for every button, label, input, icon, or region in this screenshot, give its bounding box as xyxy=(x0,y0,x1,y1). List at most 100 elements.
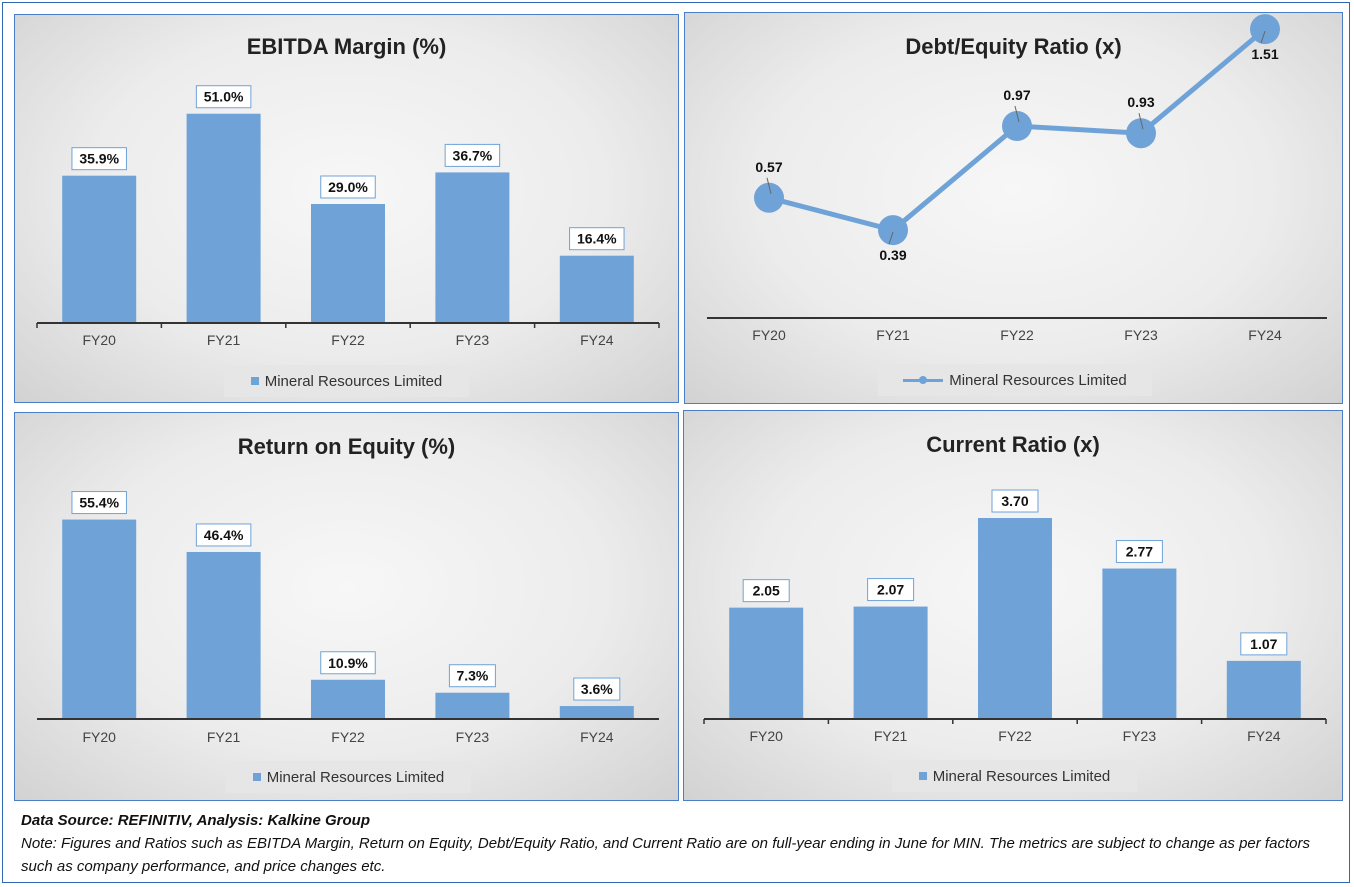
de-data-label-fy23: 0.93 xyxy=(1127,94,1154,110)
ebitda-bar-fy24 xyxy=(559,255,634,323)
footer: Data Source: REFINITIV, Analysis: Kalkin… xyxy=(21,809,1341,878)
de-data-label-fy24: 1.51 xyxy=(1251,46,1278,62)
bar-swatch-icon xyxy=(252,773,261,781)
cr-data-label-fy21: 2.07 xyxy=(877,582,904,598)
roe-bar-fy21 xyxy=(186,551,261,719)
de-leader-line-fy20 xyxy=(766,177,772,194)
ebitda-margin-legend-label: Mineral Resources Limited xyxy=(264,372,443,390)
cr-data-label-fy23: 2.77 xyxy=(1126,544,1153,560)
de-x-tick-fy21: FY21 xyxy=(876,327,910,343)
line-marker-swatch-icon xyxy=(903,375,944,385)
de-point-fy23 xyxy=(1126,118,1156,149)
roe-bar-fy22 xyxy=(311,679,385,719)
ebitda-data-label-fy20: 35.9% xyxy=(79,151,119,167)
ebitda-bar-fy21 xyxy=(186,113,261,323)
cr-bar-fy24 xyxy=(1226,660,1301,719)
ebitda-data-label-fy21: 51.0% xyxy=(204,89,244,105)
de-x-tick-fy20: FY20 xyxy=(752,327,786,343)
roe-data-label-fy20: 55.4% xyxy=(79,495,119,511)
ebitda-x-tick-fy22: FY22 xyxy=(331,332,365,348)
roe-x-tick-fy24: FY24 xyxy=(580,729,614,745)
cr-bar-fy23 xyxy=(1102,568,1177,719)
cr-x-tick-fy22: FY22 xyxy=(998,728,1032,744)
ebitda-margin-chart: 35.9% FY20 51.0% FY21 29.0% FY22 36.7% FY23 16.4… xyxy=(36,85,660,348)
debt-equity-chart: 0.57 FY20 0.39 FY21 0.97 FY22 0.93 FY23 1.51 FY24 xyxy=(707,14,1327,343)
cr-data-label-box-fy22 xyxy=(991,489,1039,513)
ebitda-data-label-fy23: 36.7% xyxy=(453,147,493,163)
ebitda-margin-panel: EBITDA Margin (%) 35.9% FY20 51.0% FY21 29.0… xyxy=(14,14,679,403)
de-point-fy20 xyxy=(754,182,784,213)
roe-data-label-box-fy22 xyxy=(320,651,376,675)
ebitda-data-label-box-fy22 xyxy=(320,175,376,199)
roe-data-label-box-fy24 xyxy=(573,677,621,701)
return-on-equity-panel: Return on Equity (%) 55.4% FY20 46.4% FY21 1… xyxy=(14,412,679,801)
cr-bar-fy22 xyxy=(978,518,1052,719)
ebitda-x-tick-fy23: FY23 xyxy=(456,332,490,348)
bar-swatch-icon xyxy=(250,377,259,385)
roe-x-tick-fy22: FY22 xyxy=(331,729,365,745)
ebitda-margin-title: EBITDA Margin (%) xyxy=(246,34,447,59)
de-x-tick-fy24: FY24 xyxy=(1248,327,1282,343)
de-leader-line-fy22 xyxy=(1014,105,1020,123)
de-x-tick-fy23: FY23 xyxy=(1124,327,1158,343)
de-point-fy21 xyxy=(878,215,908,246)
ebitda-margin-legend: Mineral Resources Limited xyxy=(224,365,469,397)
cr-x-tick-fy20: FY20 xyxy=(749,728,783,744)
roe-data-label-fy22: 10.9% xyxy=(328,655,368,671)
debt-equity-legend: Mineral Resources Limited xyxy=(878,364,1152,396)
de-data-label-fy21: 0.39 xyxy=(879,247,906,263)
current-ratio-chart: 2.05 FY20 2.07 FY21 3.70 FY22 2.77 FY23 1.07 FY24 xyxy=(703,489,1327,744)
roe-data-label-fy24: 3.6% xyxy=(581,681,613,697)
de-x-tick-fy22: FY22 xyxy=(1000,327,1034,343)
ebitda-data-label-box-fy20 xyxy=(71,147,127,171)
ebitda-bar-fy20 xyxy=(62,175,137,323)
ebitda-data-label-box-fy23 xyxy=(444,143,501,167)
de-leader-line-fy21 xyxy=(888,231,894,245)
de-leader-line-fy24 xyxy=(1260,30,1266,44)
roe-x-tick-fy20: FY20 xyxy=(82,729,116,745)
roe-data-label-fy23: 7.3% xyxy=(456,668,488,684)
ebitda-data-label-fy24: 16.4% xyxy=(577,231,617,247)
ebitda-data-label-box-fy21 xyxy=(195,85,252,109)
ebitda-x-tick-fy24: FY24 xyxy=(580,332,614,348)
cr-data-label-box-fy20 xyxy=(742,579,790,603)
roe-data-label-box-fy23 xyxy=(448,664,496,688)
cr-x-tick-fy24: FY24 xyxy=(1247,728,1281,744)
cr-x-tick-fy21: FY21 xyxy=(874,728,908,744)
ebitda-bar-fy22 xyxy=(311,204,385,323)
roe-data-label-fy21: 46.4% xyxy=(204,527,244,543)
cr-data-label-fy20: 2.05 xyxy=(753,583,780,599)
ebitda-data-label-box-fy24 xyxy=(569,227,625,251)
footnote: Note: Figures and Ratios such as EBITDA … xyxy=(21,835,1310,875)
cr-data-label-box-fy24 xyxy=(1240,632,1288,656)
de-point-fy24 xyxy=(1250,14,1280,45)
cr-data-label-fy24: 1.07 xyxy=(1250,636,1277,652)
cr-bar-fy21 xyxy=(853,606,928,719)
cr-data-label-fy22: 3.70 xyxy=(1001,493,1028,509)
return-on-equity-title: Return on Equity (%) xyxy=(237,434,456,459)
ebitda-x-tick-fy20: FY20 xyxy=(82,332,116,348)
roe-bar-fy23 xyxy=(435,692,510,719)
roe-data-label-box-fy20 xyxy=(71,491,127,515)
de-data-label-fy20: 0.57 xyxy=(755,159,782,175)
cr-data-label-box-fy21 xyxy=(867,578,915,602)
return-on-equity-legend-label: Mineral Resources Limited xyxy=(266,768,445,786)
ebitda-x-tick-fy21: FY21 xyxy=(207,332,241,348)
bar-swatch-icon xyxy=(918,772,927,780)
cr-bar-fy20 xyxy=(729,607,804,719)
de-leader-line-fy23 xyxy=(1138,113,1144,130)
return-on-equity-chart: 55.4% FY20 46.4% FY21 10.9% FY22 7.3% FY23 3.6% F… xyxy=(37,491,659,745)
debt-equity-title: Debt/Equity Ratio (x) xyxy=(905,34,1122,59)
roe-bar-fy20 xyxy=(62,519,137,719)
debt-equity-panel: Debt/Equity Ratio (x) 0.57 FY20 0.39 FY21 0.… xyxy=(684,12,1343,404)
roe-x-tick-fy23: FY23 xyxy=(456,729,490,745)
de-point-fy22 xyxy=(1002,111,1032,142)
data-source: Data Source: REFINITIV, Analysis: Kalkin… xyxy=(21,812,370,829)
current-ratio-title: Current Ratio (x) xyxy=(926,432,1100,457)
roe-x-tick-fy21: FY21 xyxy=(207,729,241,745)
roe-data-label-box-fy21 xyxy=(195,523,252,547)
return-on-equity-legend: Mineral Resources Limited xyxy=(226,761,471,793)
ebitda-bar-fy23 xyxy=(435,172,510,323)
de-data-label-fy22: 0.97 xyxy=(1003,87,1030,103)
